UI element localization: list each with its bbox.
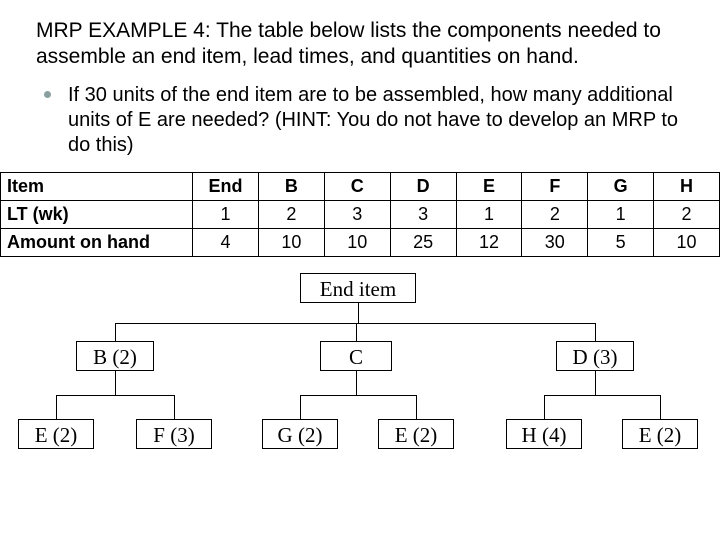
page-title: MRP EXAMPLE 4: The table below lists the…	[0, 0, 720, 71]
cell: 1	[588, 200, 654, 228]
tree-node-h: H (4)	[506, 419, 582, 449]
table-row: Amount on hand 4 10 10 25 12 30 5 10	[1, 228, 720, 256]
components-table: Item End B C D E F G H LT (wk) 1 2 3 3 1…	[0, 172, 720, 257]
bom-tree: End item B (2) C D (3) E (2) F (3) G (2) E (2) H…	[0, 269, 720, 479]
col-header: End	[193, 172, 259, 200]
table-row: LT (wk) 1 2 3 3 1 2 1 2	[1, 200, 720, 228]
tree-node-e2: E (2)	[378, 419, 454, 449]
connector-line	[660, 395, 661, 419]
bullet-icon	[44, 91, 51, 98]
cell: 3	[390, 200, 456, 228]
connector-line	[300, 395, 416, 396]
cell: 10	[654, 228, 720, 256]
cell: 12	[456, 228, 522, 256]
row-label: Amount on hand	[1, 228, 193, 256]
tree-node-f: F (3)	[136, 419, 212, 449]
row-label: LT (wk)	[1, 200, 193, 228]
tree-node-c: C	[320, 341, 392, 371]
cell: 5	[588, 228, 654, 256]
tree-node-e3: E (2)	[622, 419, 698, 449]
connector-line	[544, 395, 545, 419]
connector-line	[595, 323, 596, 341]
tree-node-g: G (2)	[262, 419, 338, 449]
connector-line	[115, 323, 595, 324]
connector-line	[56, 395, 57, 419]
col-header: G	[588, 172, 654, 200]
connector-line	[416, 395, 417, 419]
cell: 1	[456, 200, 522, 228]
cell: 2	[258, 200, 324, 228]
cell: 1	[193, 200, 259, 228]
bullet-item: If 30 units of the end item are to be as…	[0, 71, 720, 158]
connector-line	[174, 395, 175, 419]
bullet-text: If 30 units of the end item are to be as…	[56, 83, 684, 158]
connector-line	[356, 323, 357, 341]
col-header: E	[456, 172, 522, 200]
connector-line	[300, 395, 301, 419]
tree-node-d: D (3)	[556, 341, 634, 371]
cell: 10	[258, 228, 324, 256]
col-header: B	[258, 172, 324, 200]
table-row: Item End B C D E F G H	[1, 172, 720, 200]
cell: 3	[324, 200, 390, 228]
tree-node-b: B (2)	[76, 341, 154, 371]
connector-line	[115, 371, 116, 395]
cell: 2	[522, 200, 588, 228]
cell: 25	[390, 228, 456, 256]
tree-node-e1: E (2)	[18, 419, 94, 449]
connector-line	[358, 303, 359, 323]
connector-line	[595, 371, 596, 395]
col-header: H	[654, 172, 720, 200]
cell: 30	[522, 228, 588, 256]
row-label: Item	[1, 172, 193, 200]
cell: 10	[324, 228, 390, 256]
connector-line	[115, 323, 116, 341]
cell: 2	[654, 200, 720, 228]
connector-line	[356, 371, 357, 395]
cell: 4	[193, 228, 259, 256]
tree-node-end: End item	[300, 273, 416, 303]
col-header: D	[390, 172, 456, 200]
connector-line	[544, 395, 660, 396]
col-header: F	[522, 172, 588, 200]
col-header: C	[324, 172, 390, 200]
connector-line	[56, 395, 174, 396]
